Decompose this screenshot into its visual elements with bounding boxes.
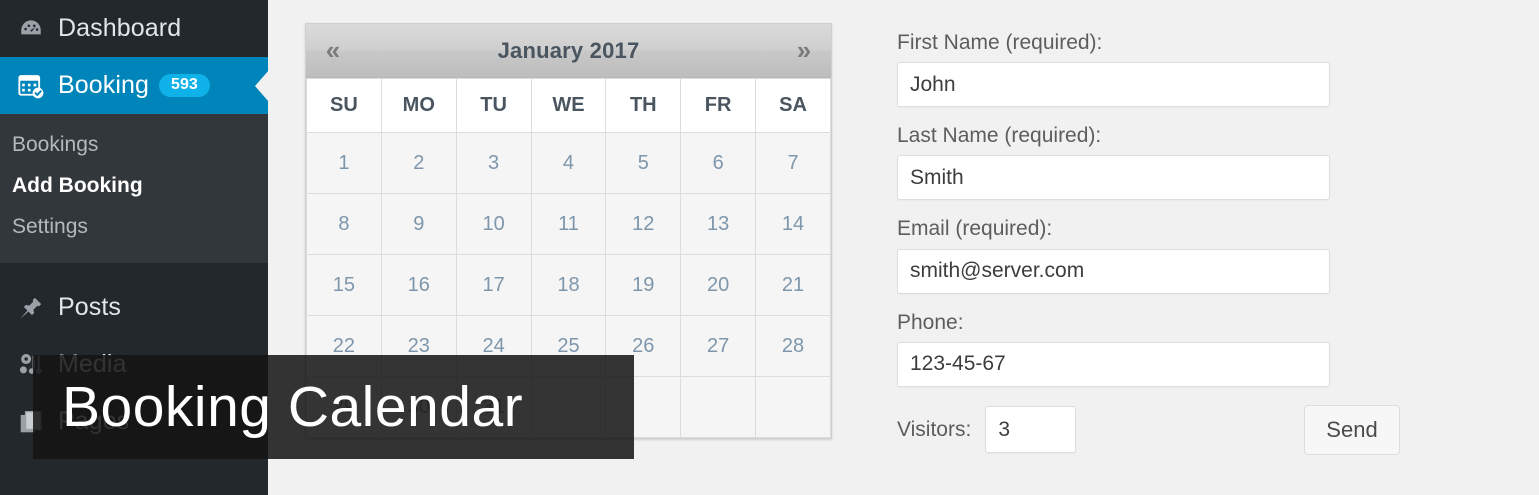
menu-separator	[0, 263, 268, 280]
calendar-day-cell[interactable]: 1	[306, 132, 382, 194]
field-group-first-name: First Name (required):	[897, 30, 1402, 108]
pin-icon	[4, 295, 58, 321]
calendar-day-cell[interactable]: 12	[605, 193, 682, 255]
calendar-week-row: 8 9 10 11 12 13 14	[306, 193, 831, 255]
email-label: Email (required):	[897, 217, 1053, 241]
calendar-weekday-row: SU MO TU WE TH FR SA	[306, 78, 831, 133]
calendar-day-cell[interactable]: 10	[455, 193, 532, 255]
calendar-day-cell[interactable]: 27	[680, 315, 757, 377]
booking-form: First Name (required): Last Name (requir…	[897, 30, 1402, 455]
calendar-weekday: MO	[380, 78, 457, 133]
sidebar-item-bookings[interactable]: Bookings	[12, 133, 99, 156]
calendar-week-row: 15 16 17 18 19 20 21	[306, 254, 831, 316]
calendar-weekday: SA	[755, 78, 831, 133]
first-name-input[interactable]	[897, 62, 1330, 108]
sidebar-item-add-booking[interactable]: Add Booking	[12, 174, 143, 198]
sidebar-item-booking[interactable]: Booking 593	[0, 57, 268, 114]
calendar-day-cell[interactable]: 9	[380, 193, 457, 255]
calendar-empty-cell	[680, 376, 757, 438]
calendar-weekday: WE	[530, 78, 607, 133]
phone-label: Phone:	[897, 310, 964, 334]
chevron-double-right-icon[interactable]: »	[796, 35, 812, 65]
calendar-day-cell[interactable]: 18	[530, 254, 607, 316]
field-group-last-name: Last Name (required):	[897, 123, 1402, 201]
overlay-title: Booking Calendar	[62, 374, 524, 439]
calendar-day-cell[interactable]: 28	[755, 315, 831, 377]
visitors-and-send-row: Visitors: Send	[897, 404, 1400, 455]
calendar-day-cell[interactable]: 4	[530, 132, 607, 194]
sidebar-item-label: Dashboard	[58, 14, 182, 42]
phone-input[interactable]	[897, 341, 1330, 387]
sidebar-item-settings[interactable]: Settings	[12, 215, 88, 239]
calendar-day-cell[interactable]: 8	[306, 193, 382, 255]
calendar-header: « January 2017 »	[306, 24, 831, 78]
sidebar-item-label: Posts	[58, 293, 122, 322]
calendar-weekday: TU	[455, 78, 532, 133]
calendar-day-cell[interactable]: 5	[605, 132, 682, 194]
calendar-day-cell[interactable]: 17	[455, 254, 532, 316]
visitors-input[interactable]	[985, 406, 1077, 454]
calendar-day-cell[interactable]: 2	[380, 132, 457, 194]
calendar-day-cell[interactable]: 13	[680, 193, 757, 255]
calendar-day-cell[interactable]: 7	[755, 132, 831, 194]
calendar-weekday: TH	[605, 78, 682, 133]
last-name-input[interactable]	[897, 155, 1330, 201]
calendar-day-cell[interactable]: 14	[755, 193, 831, 255]
title-overlay: Booking Calendar	[33, 355, 634, 459]
calendar-empty-cell	[755, 376, 831, 438]
calendar-day-cell[interactable]: 6	[680, 132, 757, 194]
booking-count-badge: 593	[159, 74, 210, 97]
sidebar-item-dashboard[interactable]: Dashboard	[0, 0, 268, 57]
sidebar-item-label: Booking	[58, 71, 150, 99]
field-group-phone: Phone:	[897, 310, 1402, 387]
calendar-day-cell[interactable]: 15	[306, 254, 382, 316]
send-button[interactable]: Send	[1304, 404, 1400, 455]
dashboard-icon	[4, 16, 58, 42]
calendar-day-cell[interactable]: 19	[605, 254, 682, 316]
booking-calendar-icon	[4, 72, 58, 100]
sidebar-item-posts[interactable]: Posts	[0, 279, 268, 336]
chevron-double-left-icon[interactable]: «	[325, 35, 341, 65]
calendar-day-cell[interactable]: 21	[755, 254, 831, 316]
visitors-label: Visitors:	[897, 418, 972, 442]
calendar-day-cell[interactable]: 16	[380, 254, 457, 316]
booking-submenu: Bookings Add Booking Settings	[0, 114, 268, 264]
calendar-day-cell[interactable]: 3	[455, 132, 532, 194]
active-menu-pointer	[255, 69, 268, 102]
calendar-weekday: SU	[306, 78, 382, 133]
calendar-day-cell[interactable]: 11	[530, 193, 607, 255]
calendar-month-title: January 2017	[497, 37, 640, 63]
field-group-email: Email (required):	[897, 216, 1402, 294]
email-input[interactable]	[897, 248, 1330, 294]
calendar-day-cell[interactable]: 20	[680, 254, 757, 316]
calendar-weekday: FR	[680, 78, 757, 133]
last-name-label: Last Name (required):	[897, 124, 1102, 148]
first-name-label: First Name (required):	[897, 31, 1103, 54]
